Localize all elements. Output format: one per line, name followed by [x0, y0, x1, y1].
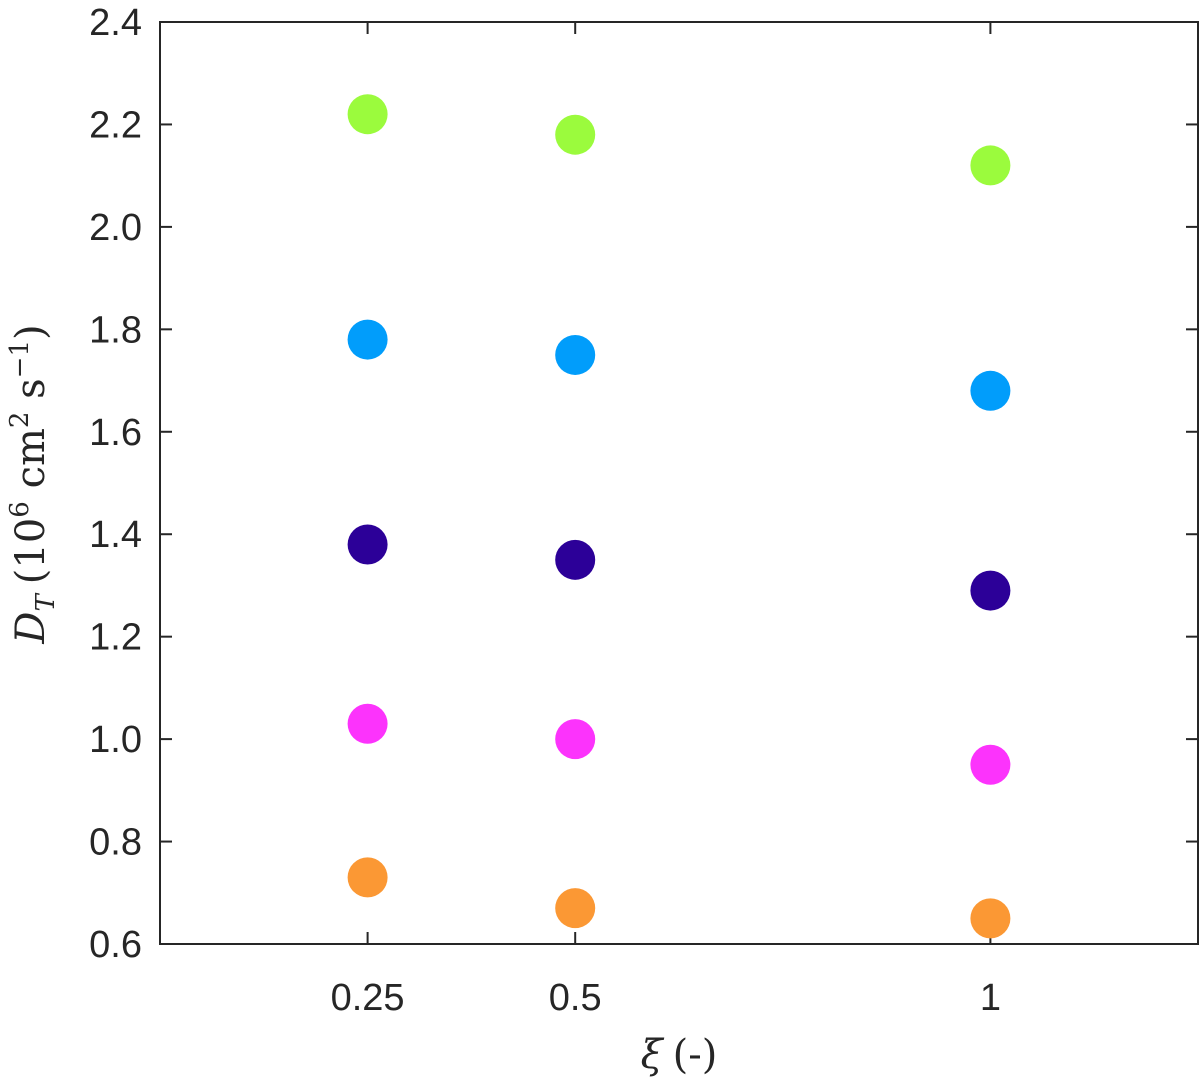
y-tick-label: 2.4 [89, 2, 142, 44]
y-tick-label: 2.0 [89, 207, 142, 249]
y-tick-label: 1.4 [89, 514, 142, 556]
plot-area-frame [159, 21, 1199, 945]
data-point [970, 145, 1011, 186]
data-point [555, 114, 596, 155]
y-tick-label: 0.8 [89, 822, 142, 864]
y-tick-label: 1.0 [89, 719, 142, 761]
data-point [347, 94, 388, 135]
data-point [555, 334, 596, 375]
y-tick-label: 1.8 [89, 309, 142, 351]
x-tick-label: 0.25 [331, 977, 405, 1019]
data-point [347, 857, 388, 898]
y-tick-label: 0.6 [89, 924, 142, 966]
x-tick-label: 1 [980, 977, 1001, 1019]
x-tick-labels: 0.25 0.5 1 [331, 977, 1001, 1019]
data-point [347, 703, 388, 744]
data-point [970, 570, 1011, 611]
data-point [347, 319, 388, 360]
x-tick-label: 0.5 [549, 977, 602, 1019]
data-point [970, 744, 1011, 785]
data-points [347, 94, 1011, 939]
data-point [970, 370, 1011, 411]
y-tick-label: 1.6 [89, 412, 142, 454]
data-point [555, 719, 596, 760]
y-tick-label: 1.2 [89, 617, 142, 659]
data-point [555, 888, 596, 929]
data-point [555, 539, 596, 580]
y-tick-label: 2.2 [89, 104, 142, 146]
x-axis-label: ξ (-) [641, 1032, 718, 1078]
y-tick-labels: 0.6 0.8 1.0 1.2 1.4 1.6 1.8 2.0 2.2 2.4 [89, 2, 142, 966]
y-axis-label: DT(106 cm2 s−1) [5, 324, 61, 644]
data-point [970, 898, 1011, 939]
data-point [347, 524, 388, 565]
